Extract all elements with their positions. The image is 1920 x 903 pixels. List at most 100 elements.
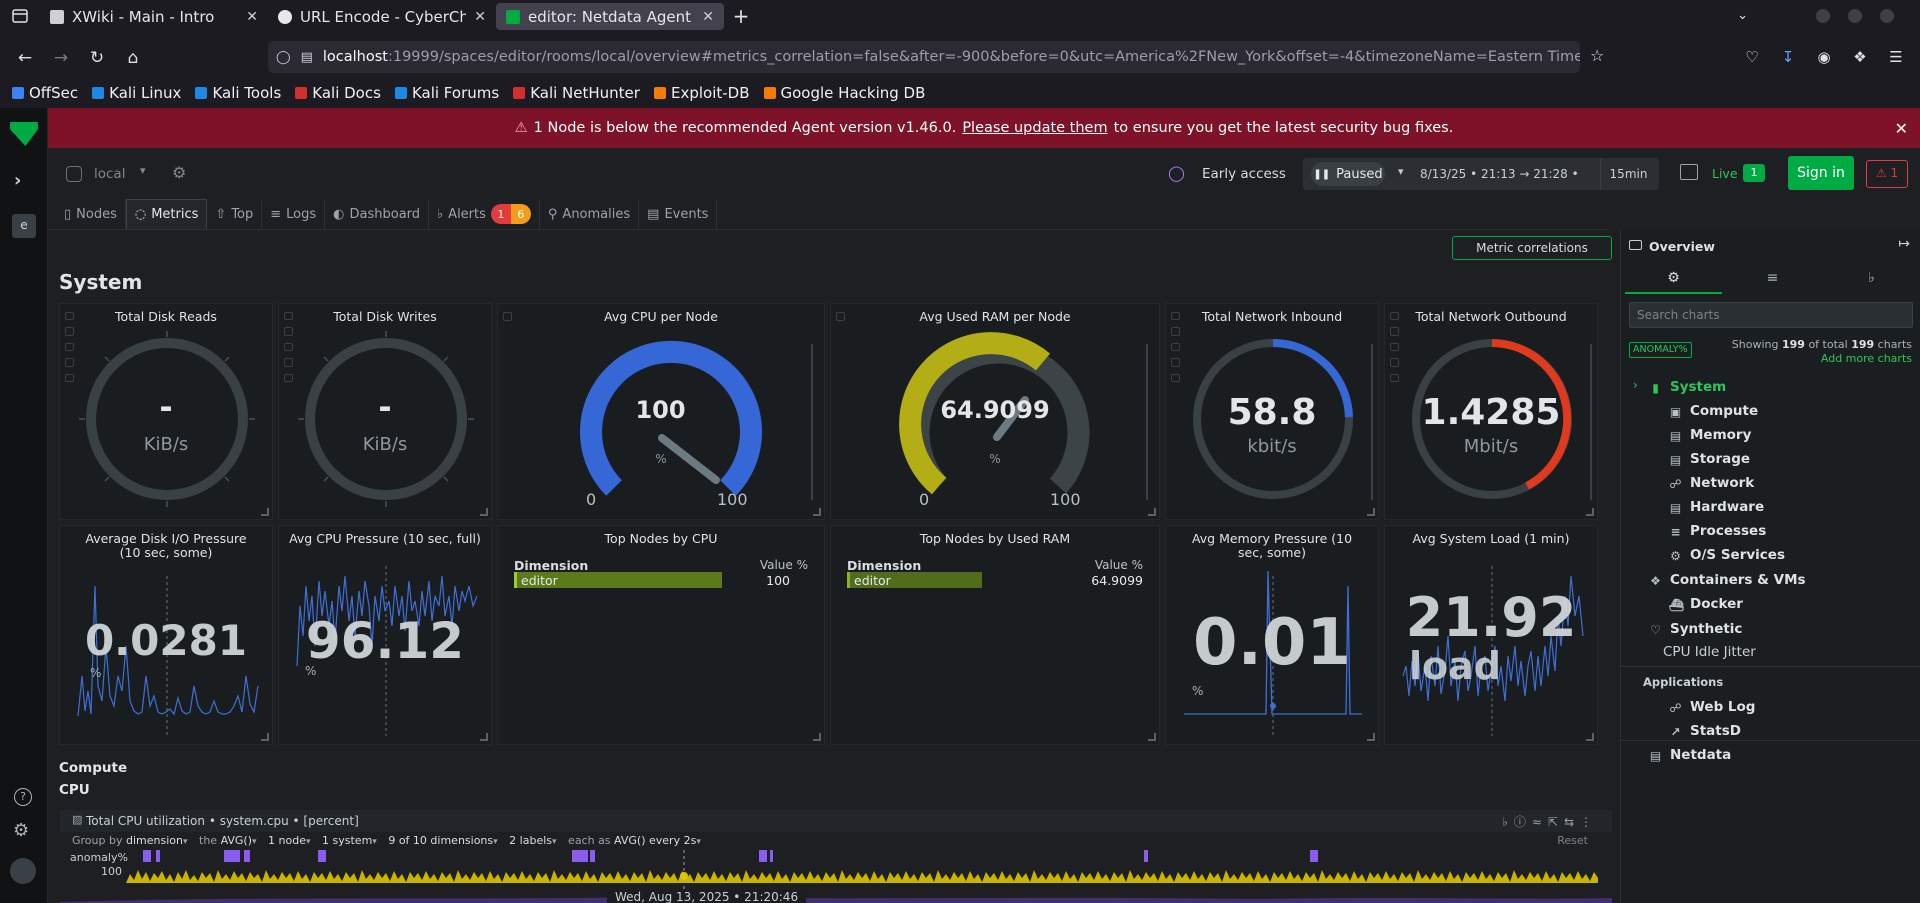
gauge-card-disk-reads[interactable]: Total Disk Reads - KiB/s <box>59 303 273 520</box>
panel-tab-filters[interactable]: ≡ <box>1766 270 1779 286</box>
page-info-icon[interactable]: ▤ <box>300 49 313 65</box>
reload-icon[interactable]: ↻ <box>89 48 105 68</box>
help-icon[interactable]: ? <box>14 788 32 806</box>
gauge-card-net-outbound[interactable]: Total Network Outbound 1.4285 Mbit/s <box>1384 303 1598 520</box>
tree-item-processes[interactable]: ≡ Processes <box>1669 523 1766 539</box>
maximize-button[interactable] <box>1848 8 1862 23</box>
resize-handle[interactable] <box>813 733 821 741</box>
tree-item-web-log[interactable]: ☍ Web Log <box>1669 699 1755 715</box>
tree-item-cpu-idle-jitter[interactable]: CPU Idle Jitter <box>1663 644 1756 660</box>
collapse-panel-icon[interactable]: ↦ <box>1898 236 1910 252</box>
pocket-icon[interactable]: ♡ <box>1745 48 1759 66</box>
bookmark-kali-tools[interactable]: Kali Tools <box>195 84 281 102</box>
labels-select[interactable]: 2 labels <box>509 834 553 847</box>
home-icon[interactable]: ⌂ <box>127 48 139 68</box>
timerange-label[interactable]: 8/13/25 • 21:13 → 21:28 • <box>1420 167 1579 181</box>
alerts-indicator[interactable]: ⚠ 1 <box>1866 160 1908 188</box>
tree-item-containers[interactable]: ❖ Containers & VMs <box>1649 572 1805 588</box>
tree-item-os-services[interactable]: ⚙ O/S Services <box>1669 547 1785 563</box>
bookmark-kali-linux[interactable]: Kali Linux <box>92 84 181 102</box>
paused-button[interactable]: ❚❚ Paused <box>1311 162 1385 186</box>
resize-handle[interactable] <box>1586 508 1594 516</box>
tab-nodes[interactable]: ▯ Nodes <box>56 199 126 229</box>
resize-handle[interactable] <box>261 508 269 516</box>
cpu-utilization-chart[interactable]: ▨ Total CPU utilization • system.cpu • [… <box>60 810 1612 903</box>
close-banner-icon[interactable]: ✕ <box>1894 118 1908 138</box>
dimension-toggles[interactable] <box>284 312 293 383</box>
gauge-card-avg-cpu[interactable]: Avg CPU per Node 100 % 0 100 <box>497 303 825 520</box>
minimize-button[interactable] <box>1816 8 1830 23</box>
tree-item-statsd[interactable]: ↗ StatsD <box>1669 723 1741 739</box>
dimension-toggles[interactable] <box>1171 312 1180 383</box>
space-avatar[interactable]: e <box>12 214 36 238</box>
tab-metrics[interactable]: ◌ Metrics <box>125 199 208 229</box>
tree-item-hardware[interactable]: ▤ Hardware <box>1669 499 1764 515</box>
tree-item-network[interactable]: ☍ Network <box>1669 475 1754 491</box>
room-selector[interactable]: local <box>94 166 126 182</box>
expand-sidebar-icon[interactable]: › <box>14 170 22 191</box>
url-bar[interactable]: ◯ ▤ localhost:19999/spaces/editor/rooms/… <box>268 41 1580 73</box>
browser-tab-netdata[interactable]: editor: Netdata Agent Co ✕ <box>496 3 724 30</box>
spark-card-disk-io[interactable]: Average Disk I/O Pressure (10 sec, some)… <box>59 525 273 745</box>
agg-select[interactable]: AVG() <box>220 834 253 847</box>
search-charts-input[interactable] <box>1629 302 1913 328</box>
bookmark-exploit-db[interactable]: Exploit-DB <box>653 84 750 102</box>
tab-dashboard[interactable]: ◐ Dashboard <box>325 199 430 229</box>
bookmark-offsec[interactable]: OffSec <box>12 84 78 102</box>
bookmark-star-icon[interactable]: ☆ <box>1590 46 1605 65</box>
tree-item-storage[interactable]: ▤ Storage <box>1669 451 1750 467</box>
close-tab-icon[interactable]: ✕ <box>474 8 486 25</box>
systems-select[interactable]: 1 system <box>322 834 373 847</box>
shield-icon[interactable]: ◯ <box>276 49 291 65</box>
netdata-logo-icon[interactable] <box>10 122 38 146</box>
tab-events[interactable]: ▤ Events <box>639 199 718 229</box>
anomaly-toggle-badge[interactable]: ANOMALY% <box>1629 342 1692 358</box>
user-avatar[interactable] <box>10 858 36 884</box>
resize-handle[interactable] <box>1367 508 1375 516</box>
topnodes-card-cpu[interactable]: Top Nodes by CPU Dimension Value % edito… <box>497 525 825 745</box>
downloads-icon[interactable]: ↧ <box>1781 48 1795 66</box>
every-select[interactable]: AVG() every 2s <box>614 834 697 847</box>
gauge-card-disk-writes[interactable]: Total Disk Writes - KiB/s <box>278 303 492 520</box>
chevron-down-icon[interactable]: ▾ <box>140 164 146 177</box>
resize-handle[interactable] <box>480 508 488 516</box>
gauge-card-net-inbound[interactable]: Total Network Inbound 58.8 kbit/s <box>1165 303 1379 520</box>
bookmark-google-hacking-db[interactable]: Google Hacking DB <box>763 84 925 102</box>
bookmark-kali-forums[interactable]: Kali Forums <box>394 84 499 102</box>
resize-handle[interactable] <box>1586 733 1594 741</box>
tree-item-system[interactable]: ▮ System <box>1649 379 1726 395</box>
gauge-card-avg-ram[interactable]: Avg Used RAM per Node 64.9099 % 0 100 <box>830 303 1160 520</box>
tree-item-synthetic[interactable]: ♡ Synthetic <box>1649 621 1742 637</box>
duration-label[interactable]: 15min <box>1600 158 1656 190</box>
sign-in-button[interactable]: Sign in <box>1788 156 1854 190</box>
close-window-button[interactable] <box>1880 8 1894 23</box>
tree-item-memory[interactable]: ▤ Memory <box>1669 427 1752 443</box>
live-label[interactable]: Live <box>1712 166 1738 181</box>
update-link[interactable]: Please update them <box>962 120 1108 136</box>
browser-tab-cyberchef[interactable]: URL Encode - CyberChef ✕ <box>268 3 496 30</box>
new-tab-button[interactable]: + <box>732 3 750 28</box>
browser-tab-xwiki[interactable]: XWiki - Main - Intro ✕ <box>40 3 268 30</box>
tab-list-icon[interactable] <box>0 0 40 31</box>
room-settings-icon[interactable]: ⚙ <box>172 163 187 182</box>
add-more-charts-link[interactable]: Add more charts <box>1820 352 1912 365</box>
chevron-right-icon[interactable]: › <box>1633 378 1638 392</box>
spark-card-cpu-pressure[interactable]: Avg CPU Pressure (10 sec, full) 96.12 % <box>278 525 492 745</box>
resize-handle[interactable] <box>261 733 269 741</box>
topnodes-card-ram[interactable]: Top Nodes by Used RAM Dimension Value % … <box>830 525 1160 745</box>
tree-item-netdata[interactable]: ▤ Netdata <box>1649 747 1731 763</box>
close-tab-icon[interactable]: ✕ <box>246 8 258 25</box>
tab-logs[interactable]: ≡ Logs <box>262 199 326 229</box>
nodes-select[interactable]: 1 node <box>268 834 306 847</box>
dimension-toggles[interactable] <box>65 312 74 383</box>
dimension-toggles[interactable] <box>1390 312 1399 383</box>
spark-card-system-load[interactable]: Avg System Load (1 min) 21.92 load <box>1384 525 1598 745</box>
panel-tab-alerts[interactable]: ♭ <box>1868 270 1875 286</box>
forward-arrow-icon[interactable]: → <box>53 48 69 68</box>
node-row-editor[interactable] <box>514 572 722 588</box>
resize-handle[interactable] <box>480 733 488 741</box>
reset-button[interactable]: Reset <box>1557 834 1588 847</box>
chevron-down-icon[interactable]: ▾ <box>1398 165 1404 178</box>
dimension-toggles[interactable] <box>836 312 845 382</box>
